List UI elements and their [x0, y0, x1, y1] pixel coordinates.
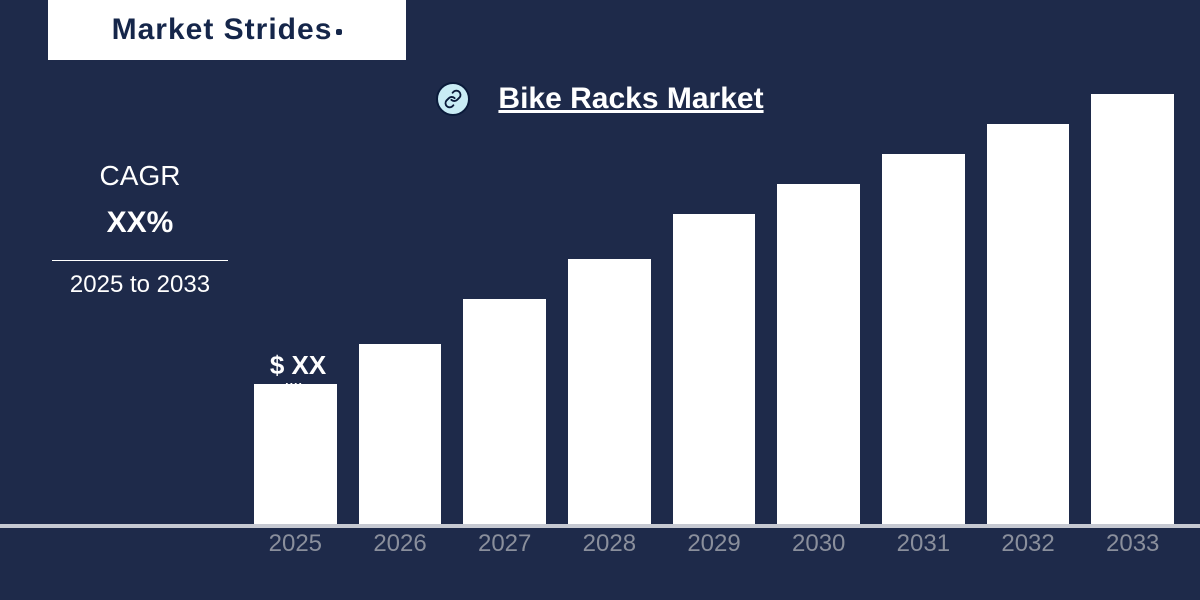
cagr-panel: CAGR XX% 2025 to 2033 — [40, 160, 240, 299]
x-axis-labels: 2025 2026 2027 2028 2029 2030 2031 2032 … — [248, 530, 1180, 570]
x-axis-label: 2031 — [882, 530, 965, 570]
chart-area: 2025 2026 2027 2028 2029 2030 2031 2032 … — [248, 120, 1180, 570]
x-axis-label: 2025 — [254, 530, 337, 570]
brand-logo-dot — [336, 29, 342, 35]
bar-wrap — [882, 154, 965, 524]
x-axis-label: 2032 — [987, 530, 1070, 570]
brand-logo-text: Market Strides — [112, 13, 333, 47]
bars-container — [248, 120, 1180, 524]
x-axis-label: 2033 — [1091, 530, 1174, 570]
x-axis-label: 2030 — [777, 530, 860, 570]
x-axis-label: 2029 — [673, 530, 756, 570]
chart-title: Bike Racks Market — [498, 82, 763, 116]
x-axis-label: 2028 — [568, 530, 651, 570]
x-axis-label: 2027 — [463, 530, 546, 570]
x-axis-label: 2026 — [359, 530, 442, 570]
chart-bar — [568, 259, 651, 524]
chart-bar — [1091, 94, 1174, 524]
chart-bar — [673, 214, 756, 524]
brand-logo: Market Strides — [48, 0, 406, 60]
bar-wrap — [987, 124, 1070, 524]
bar-wrap — [568, 259, 651, 524]
bar-wrap — [359, 344, 442, 524]
chart-bar — [359, 344, 442, 524]
cagr-divider — [52, 260, 228, 261]
bar-wrap — [673, 214, 756, 524]
cagr-year-range: 2025 to 2033 — [40, 271, 240, 299]
cagr-value: XX% — [40, 206, 240, 240]
bar-wrap — [777, 184, 860, 524]
chart-bar — [882, 154, 965, 524]
chart-bar — [254, 384, 337, 524]
cagr-label: CAGR — [40, 160, 240, 192]
chart-bar — [987, 124, 1070, 524]
bar-wrap — [254, 384, 337, 524]
title-row: Bike Racks Market — [0, 82, 1200, 116]
link-icon[interactable] — [436, 82, 470, 116]
bar-wrap — [463, 299, 546, 524]
bar-wrap — [1091, 94, 1174, 524]
chart-baseline — [0, 524, 1200, 528]
chart-bar — [777, 184, 860, 524]
chart-bar — [463, 299, 546, 524]
